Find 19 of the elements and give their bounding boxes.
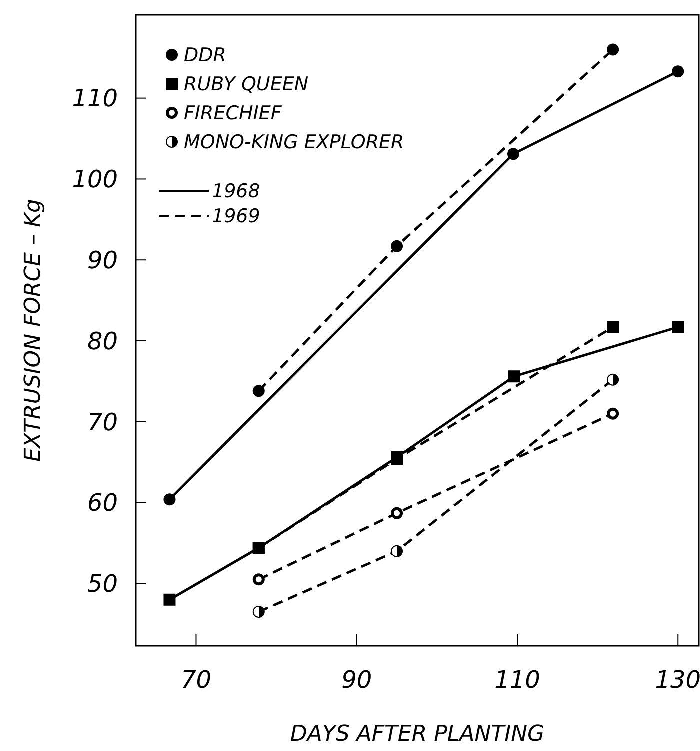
legend-label: DDR	[184, 44, 226, 67]
y-tick-label: 80	[87, 327, 118, 356]
y-tick-label: 70	[87, 408, 118, 436]
y-tick-label: 50	[87, 570, 118, 598]
y-axis-title: EXTRUSION FORCE – Kg	[21, 199, 46, 462]
y-tick-label: 90	[87, 246, 118, 275]
x-tick-label: 90	[342, 666, 372, 694]
x-axis-title: DAYS AFTER PLANTING	[290, 722, 545, 747]
y-tick-label: 60	[87, 489, 118, 518]
y-tick-label: 100	[72, 166, 118, 194]
x-tick-label: 70	[180, 666, 212, 694]
y-tick-label: 110	[72, 84, 118, 113]
legend-label: RUBY QUEEN	[184, 74, 309, 96]
x-tick-label: 110	[494, 666, 540, 694]
x-tick-label: 130	[655, 666, 700, 694]
annotation: 1968	[212, 180, 260, 203]
annotation: 1969	[212, 206, 260, 228]
legend-label: MONO-KING EXPLORER	[184, 132, 404, 154]
legend-label: FIRECHIEF	[184, 102, 283, 125]
